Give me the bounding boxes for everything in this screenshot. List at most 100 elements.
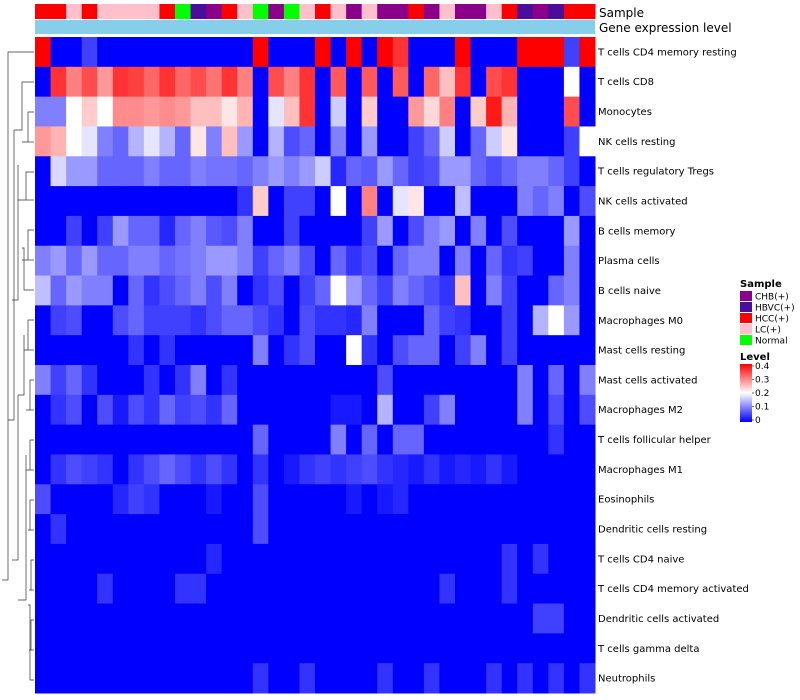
heatmap-cell: [517, 543, 534, 575]
heatmap-cell: [252, 543, 269, 575]
heatmap-cell: [423, 663, 440, 694]
sample-annotation-cell: [563, 4, 580, 19]
heatmap-cell: [143, 573, 160, 605]
heatmap-cell: [501, 96, 518, 127]
heatmap-cell: [128, 514, 145, 545]
heatmap-cell: [66, 394, 83, 426]
heatmap-cell: [361, 484, 378, 515]
heatmap-cell: [112, 454, 129, 485]
heatmap-cell: [252, 245, 269, 277]
heatmap-cell: [190, 215, 207, 247]
sample-annotation-cell: [423, 4, 440, 19]
heatmap-cell: [408, 156, 425, 187]
heatmap-cell: [346, 96, 363, 127]
heatmap-cell: [206, 424, 223, 455]
heatmap-cell: [190, 96, 207, 127]
heatmap-cell: [548, 484, 565, 515]
heatmap-cell: [330, 186, 347, 217]
heatmap-cell: [299, 514, 316, 545]
heatmap-cell: [237, 603, 254, 634]
heatmap-cell: [97, 275, 114, 306]
heatmap-cell: [143, 245, 160, 277]
heatmap-cell: [128, 37, 145, 68]
row-label: Plasma cells: [598, 256, 660, 267]
heatmap-cell: [392, 484, 409, 515]
heatmap-cell: [299, 603, 316, 634]
row-label: Mast cells resting: [598, 346, 685, 357]
heatmap-cell: [252, 156, 269, 187]
heatmap-cell: [532, 633, 549, 664]
heatmap-cell: [439, 454, 456, 485]
heatmap-cell: [159, 37, 176, 68]
heatmap-cell: [423, 305, 440, 336]
sample-annotation-cell: [159, 4, 176, 19]
heatmap-cell: [455, 186, 472, 217]
heatmap-cell: [268, 573, 285, 605]
sample-annotation-cell: [143, 4, 160, 19]
heatmap-cell: [206, 573, 223, 605]
heatmap-cell: [221, 454, 238, 485]
heatmap-cell: [35, 633, 52, 664]
heatmap-cell: [112, 603, 129, 634]
heatmap-cell: [361, 573, 378, 605]
heatmap-cell: [268, 96, 285, 127]
heatmap-cell: [563, 394, 580, 426]
heatmap-cell: [268, 514, 285, 545]
heatmap-cell: [563, 66, 580, 98]
heatmap-cell: [579, 543, 596, 575]
heatmap-cell: [268, 215, 285, 247]
heatmap-cell: [190, 126, 207, 157]
heatmap-cell: [50, 394, 67, 426]
heatmap-cell: [159, 633, 176, 664]
heatmap-cell: [252, 186, 269, 217]
sample-annotation-cell: [112, 4, 129, 19]
heatmap-cell: [486, 215, 503, 247]
heatmap-cell: [175, 305, 192, 336]
heatmap-cell: [377, 96, 394, 127]
heatmap-cell: [159, 454, 176, 485]
heatmap-cell: [392, 215, 409, 247]
heatmap-cell: [486, 603, 503, 634]
heatmap-cell: [50, 37, 67, 68]
heatmap-cell: [128, 633, 145, 664]
heatmap-cell: [237, 215, 254, 247]
heatmap-cell: [532, 245, 549, 277]
heatmap-cell: [501, 484, 518, 515]
sample-legend-label: CHB(+): [755, 293, 789, 303]
heatmap-cell: [470, 573, 487, 605]
level-legend-label: 0.1: [755, 403, 769, 413]
heatmap-cell: [470, 126, 487, 157]
heatmap-cell: [97, 186, 114, 217]
heatmap-cell: [579, 573, 596, 605]
heatmap-cell: [221, 573, 238, 605]
heatmap-cell: [35, 66, 52, 98]
heatmap-cell: [470, 633, 487, 664]
heatmap-cell: [548, 603, 565, 634]
heatmap-cell: [517, 663, 534, 694]
heatmap-cell: [423, 454, 440, 485]
heatmap-cell: [408, 186, 425, 217]
heatmap-cell: [501, 514, 518, 545]
heatmap-cell: [190, 335, 207, 366]
heatmap-cell: [563, 186, 580, 217]
heatmap-cell: [190, 633, 207, 664]
heatmap-cell: [361, 156, 378, 187]
heatmap-cell: [330, 335, 347, 366]
heatmap-cell: [50, 663, 67, 694]
heatmap-cell: [283, 245, 300, 277]
heatmap-cell: [532, 37, 549, 68]
heatmap-cell: [159, 394, 176, 426]
heatmap-cell: [408, 663, 425, 694]
row-label: B cells naive: [598, 286, 661, 297]
heatmap-cell: [299, 275, 316, 306]
heatmap-cell: [346, 454, 363, 485]
heatmap-cell: [66, 514, 83, 545]
heatmap-cell: [159, 305, 176, 336]
heatmap-cell: [35, 543, 52, 575]
heatmap-cell: [455, 245, 472, 277]
heatmap-cell: [563, 335, 580, 366]
sample-annotation-cell: [501, 4, 518, 19]
heatmap-cell: [81, 663, 98, 694]
heatmap-cell: [315, 335, 332, 366]
sample-annotation-cell: [35, 4, 52, 19]
